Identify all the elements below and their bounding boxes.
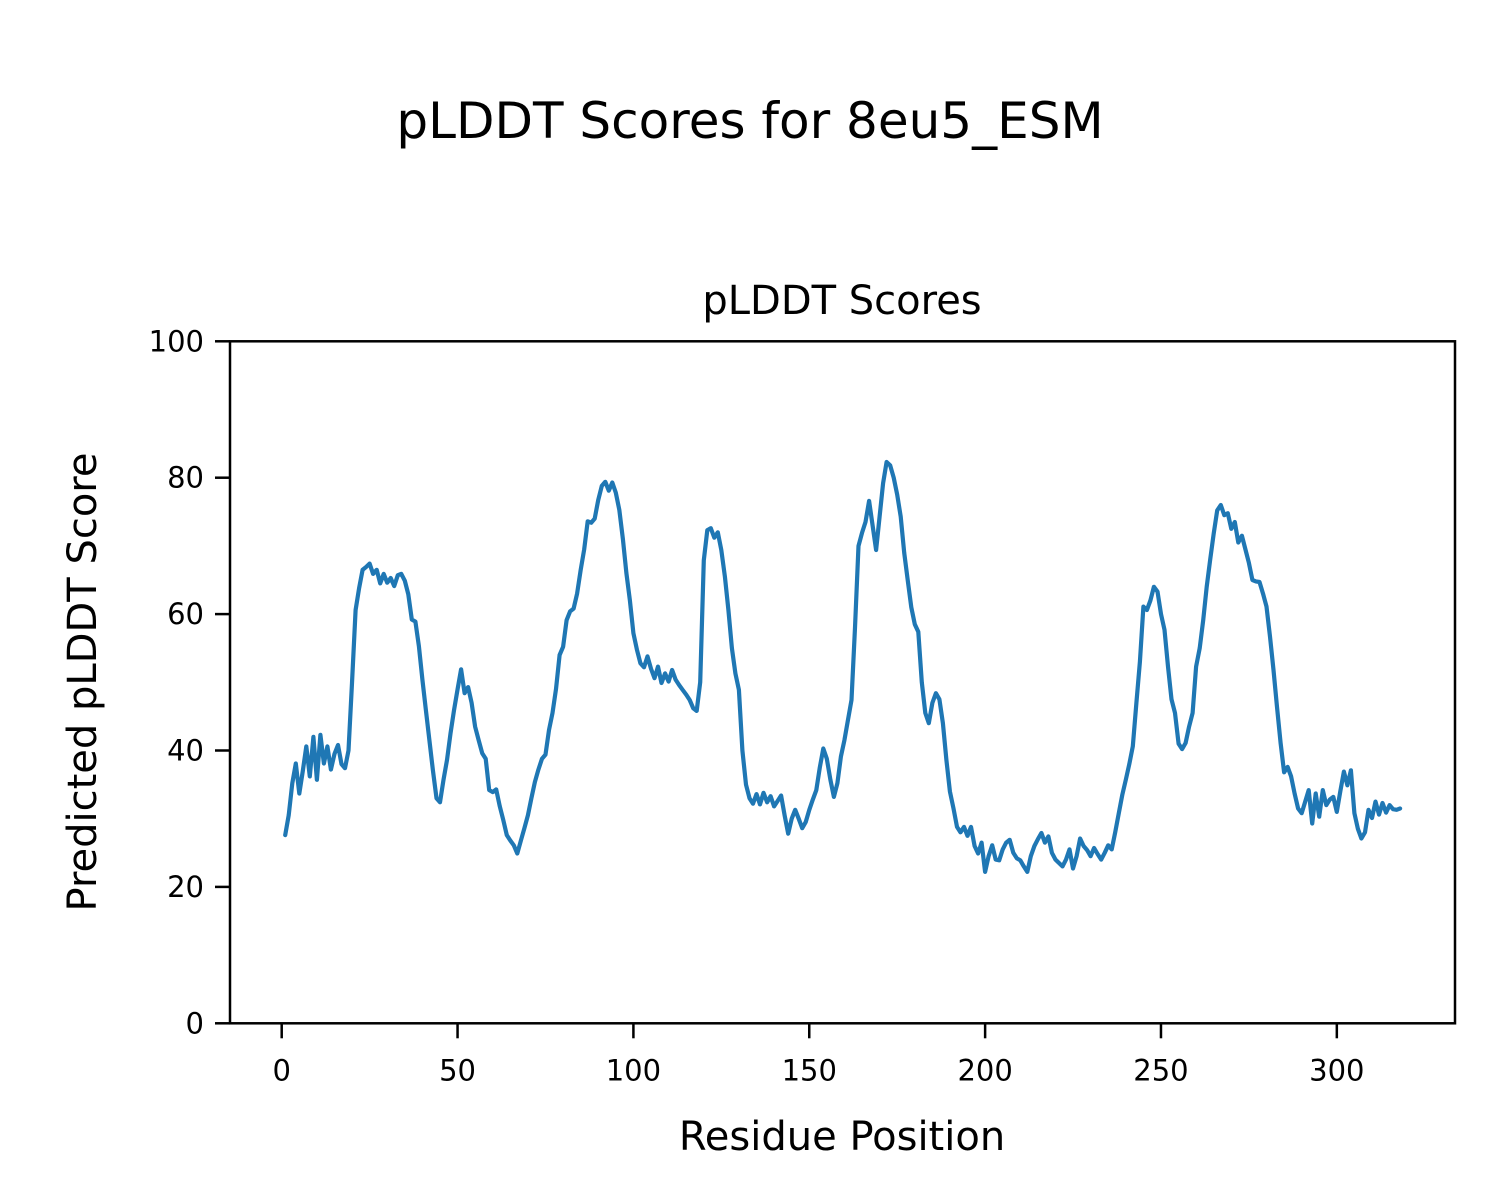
axes-title: pLDDT Scores — [702, 278, 981, 324]
y-tick-label: 0 — [186, 1006, 204, 1040]
x-tick-label: 50 — [439, 1053, 476, 1087]
x-tick-label: 150 — [782, 1053, 837, 1087]
plddt-line-series — [283, 459, 1403, 875]
y-tick-label: 80 — [167, 461, 204, 495]
x-tick-label: 250 — [1133, 1053, 1188, 1087]
x-axis-ticks: 0 50 100 150 200 250 300 — [272, 1023, 1365, 1087]
axes-border — [228, 340, 1457, 1025]
y-axis-ticks: 0 20 40 60 80 100 — [149, 324, 230, 1040]
y-tick-label: 40 — [167, 734, 204, 768]
figure-suptitle: pLDDT Scores for 8eu5_ESM — [396, 92, 1103, 150]
x-tick-label: 0 — [272, 1053, 290, 1087]
x-tick-label: 200 — [957, 1053, 1012, 1087]
x-axis-label: Residue Position — [679, 1114, 1005, 1160]
x-tick-label: 300 — [1309, 1053, 1364, 1087]
x-tick-label: 100 — [606, 1053, 661, 1087]
y-tick-label: 20 — [167, 870, 204, 904]
y-tick-label: 100 — [149, 324, 204, 358]
y-tick-label: 60 — [167, 597, 204, 631]
y-axis-label: Predicted pLDDT Score — [60, 453, 106, 912]
